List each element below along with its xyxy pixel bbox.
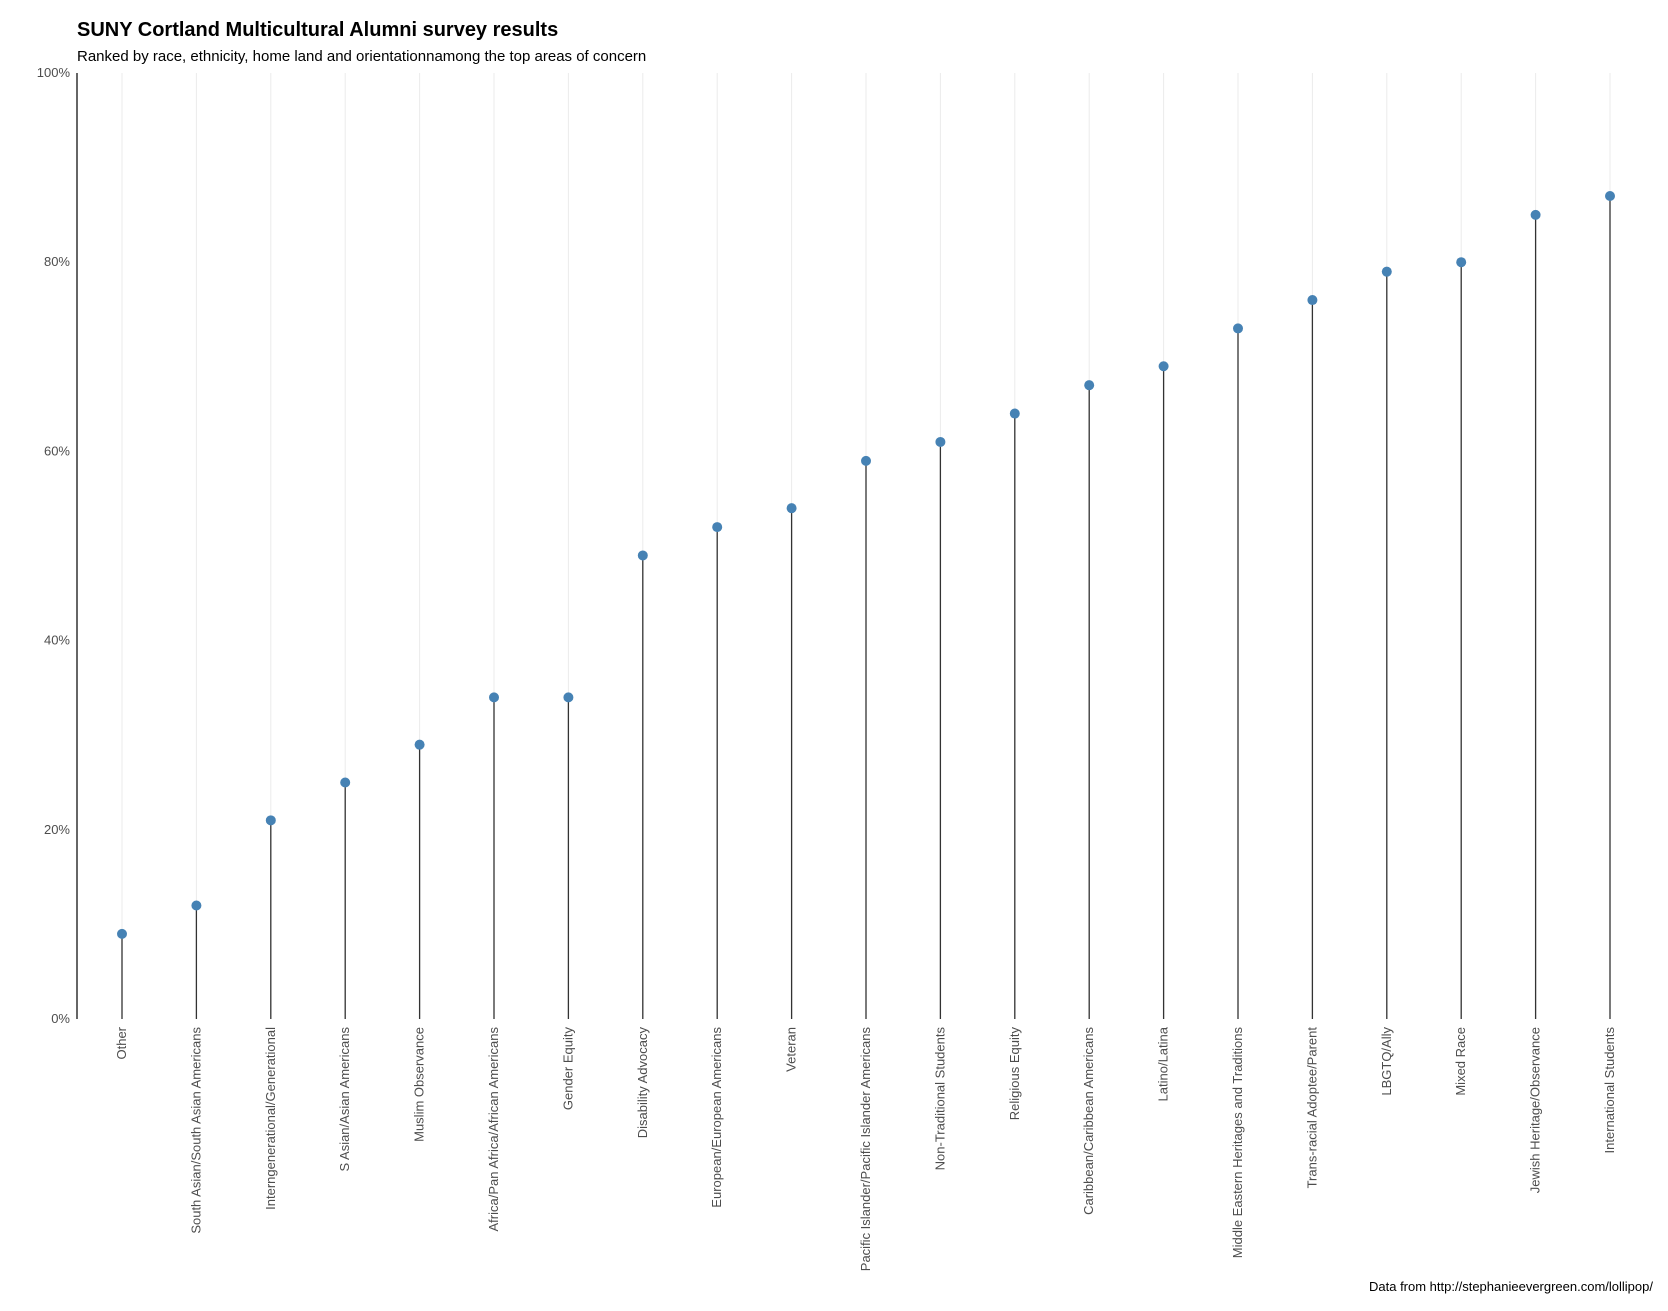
lollipop-point [935,436,946,447]
y-axis-ticks: 0% 20% 40% 60% 80% 100% [37,65,71,1026]
lollipop-point [637,550,648,561]
lollipop-point [861,455,871,466]
x-category-label: South Asian/South Asian Americans [188,1027,203,1234]
x-category-label: Muslim Observance [412,1027,427,1142]
x-category-label: Africa/Pan Africa/African Americans [486,1027,501,1232]
y-tick-label: 60% [44,443,70,458]
lollipop-point [1158,361,1169,372]
lollipop-point [1456,257,1467,268]
x-axis-category-labels: Other South Asian/South Asian Americans In… [114,1026,1617,1271]
x-category-label: Religious Equity [1007,1027,1022,1121]
lollipop-point [1009,408,1020,419]
lollipop-point [191,900,202,911]
lollipop-point [1605,190,1615,201]
x-category-label: Jewish Heritage/Observance [1528,1027,1543,1193]
x-category-label: Latino/Latina [1156,1026,1171,1101]
x-category-label: International Students [1602,1027,1617,1154]
lollipop-point [414,739,425,750]
x-category-label: S Asian/Asian Americans [337,1027,352,1172]
x-category-label: Mixed Race [1453,1027,1468,1096]
lollipop-point [1530,209,1541,220]
lollipop-stems [121,195,1611,1019]
chart-title: SUNY Cortland Multicultural Alumni surve… [77,19,558,41]
lollipop-point [1084,380,1095,391]
lollipop-point [265,815,276,826]
lollipop-point [340,777,351,788]
x-category-label: Veteran [784,1027,799,1072]
y-tick-label: 100% [37,65,71,80]
y-tick-label: 20% [44,822,70,837]
x-category-label: LBGTQ/Ally [1379,1027,1394,1096]
x-category-label: Pacific Islander/Pacific Islander Americ… [858,1027,873,1272]
lollipop-point [1307,295,1318,306]
x-category-label: Gender Equity [560,1027,575,1111]
lollipop-point [1233,323,1243,334]
lollipop-point [1381,266,1392,277]
lollipop-point [563,692,574,703]
x-category-label: Other [114,1026,129,1059]
lollipop-point [786,503,797,514]
x-category-label: Trans-racial Adoptee/Parent [1304,1027,1319,1189]
x-category-label: Caribbean/Caribbean Americans [1081,1027,1096,1215]
chart-subtitle: Ranked by race, ethnicity, home land and… [77,48,646,65]
chart-caption: Data from http://stephanieevergreen.com/… [1369,1279,1653,1294]
lollipop-point [712,522,723,533]
y-tick-label: 40% [44,633,70,648]
x-category-label: Non-Traditional Students [932,1027,947,1171]
lollipop-point [489,692,499,703]
y-tick-label: 80% [44,254,70,269]
x-category-label: Interngenerational/Generational [263,1027,278,1210]
lollipop-point [117,928,127,939]
x-category-label: European/European Americans [709,1027,724,1208]
y-tick-label: 0% [51,1011,70,1026]
x-category-label: Middle Eastern Heritages and Traditions [1230,1027,1245,1259]
x-category-label: Disability Advocacy [635,1027,650,1139]
lollipop-points [117,190,1615,939]
